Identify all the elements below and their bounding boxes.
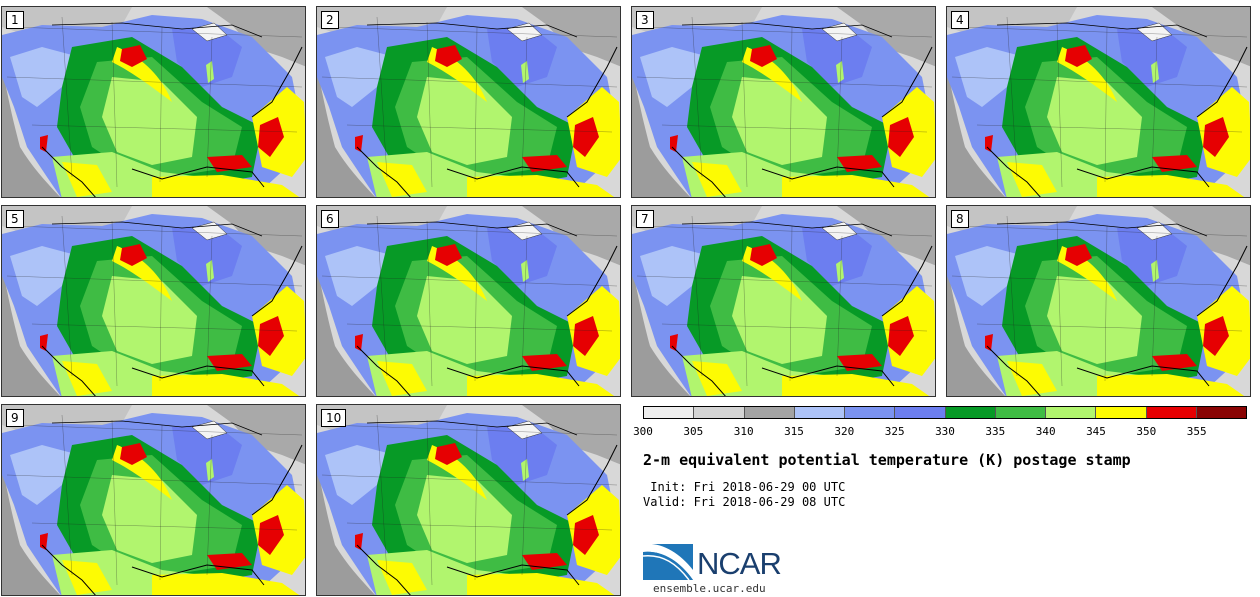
colorbar-tick-label: 310 bbox=[733, 425, 754, 438]
colorbar-segment bbox=[995, 407, 1046, 418]
member-map-image bbox=[317, 7, 620, 197]
ncar-logo-text: NCAR bbox=[697, 546, 782, 581]
ncar-logo: NCAR bbox=[642, 538, 803, 588]
colorbar-segment bbox=[845, 407, 896, 418]
colorbar-segment bbox=[694, 407, 745, 418]
colorbar-segment bbox=[644, 407, 695, 418]
colorbar-tick-label: 315 bbox=[784, 425, 804, 438]
ensemble-member-map: 4 bbox=[946, 6, 1251, 198]
ensemble-member-map: 5 bbox=[1, 205, 306, 397]
member-number-label: 6 bbox=[321, 210, 339, 228]
colorbar-segment bbox=[1196, 407, 1246, 418]
member-number-label: 8 bbox=[951, 210, 969, 228]
member-number-label: 4 bbox=[951, 11, 969, 29]
colorbar-tick-label: 300 bbox=[633, 425, 653, 438]
member-number-label: 2 bbox=[321, 11, 339, 29]
colorbar-segment bbox=[794, 407, 845, 418]
colorbar-tick-label: 345 bbox=[1086, 425, 1106, 438]
member-map-image bbox=[317, 405, 620, 595]
member-map-image bbox=[2, 405, 305, 595]
colorbar-tick-label: 340 bbox=[1035, 425, 1056, 438]
valid-time: Valid: Fri 2018-06-29 08 UTC bbox=[643, 495, 846, 509]
member-map-image bbox=[632, 7, 935, 197]
member-number-label: 3 bbox=[636, 11, 654, 29]
member-number-label: 1 bbox=[6, 11, 24, 29]
member-map-image bbox=[2, 206, 305, 396]
member-number-label: 5 bbox=[6, 210, 24, 228]
colorbar bbox=[643, 406, 1247, 419]
ensemble-url: ensemble.ucar.edu bbox=[653, 582, 766, 595]
colorbar-segment bbox=[744, 407, 795, 418]
ensemble-member-map: 3 bbox=[631, 6, 936, 198]
ensemble-member-map: 1 bbox=[1, 6, 306, 198]
colorbar-tick-label: 355 bbox=[1186, 425, 1207, 438]
figure-title: 2-m equivalent potential temperature (K)… bbox=[643, 451, 1131, 469]
ensemble-member-map: 6 bbox=[316, 205, 621, 397]
colorbar-tick-label: 325 bbox=[884, 425, 905, 438]
colorbar-segment bbox=[895, 407, 946, 418]
member-map-image bbox=[2, 7, 305, 197]
member-number-label: 10 bbox=[321, 409, 347, 427]
colorbar-tick-label: 320 bbox=[834, 425, 855, 438]
member-map-image bbox=[632, 206, 935, 396]
ncar-swoosh-icon bbox=[642, 543, 693, 581]
colorbar-tick-label: 305 bbox=[683, 425, 704, 438]
ensemble-member-map: 10 bbox=[316, 404, 621, 596]
member-number-label: 9 bbox=[6, 409, 24, 427]
colorbar-segment bbox=[945, 407, 996, 418]
ensemble-member-map: 8 bbox=[946, 205, 1251, 397]
colorbar-segment bbox=[1046, 407, 1097, 418]
member-map-image bbox=[317, 206, 620, 396]
member-number-label: 7 bbox=[636, 210, 654, 228]
member-map-image bbox=[947, 206, 1250, 396]
colorbar-segment bbox=[1146, 407, 1197, 418]
colorbar-segment bbox=[1096, 407, 1147, 418]
colorbar-tick-label: 335 bbox=[985, 425, 1006, 438]
member-map-image bbox=[947, 7, 1250, 197]
colorbar-tick-label: 350 bbox=[1136, 425, 1157, 438]
ensemble-member-map: 9 bbox=[1, 404, 306, 596]
ensemble-member-map: 7 bbox=[631, 205, 936, 397]
colorbar-tick-label: 330 bbox=[935, 425, 955, 438]
ensemble-member-map: 2 bbox=[316, 6, 621, 198]
init-time: Init: Fri 2018-06-29 00 UTC bbox=[643, 480, 846, 494]
